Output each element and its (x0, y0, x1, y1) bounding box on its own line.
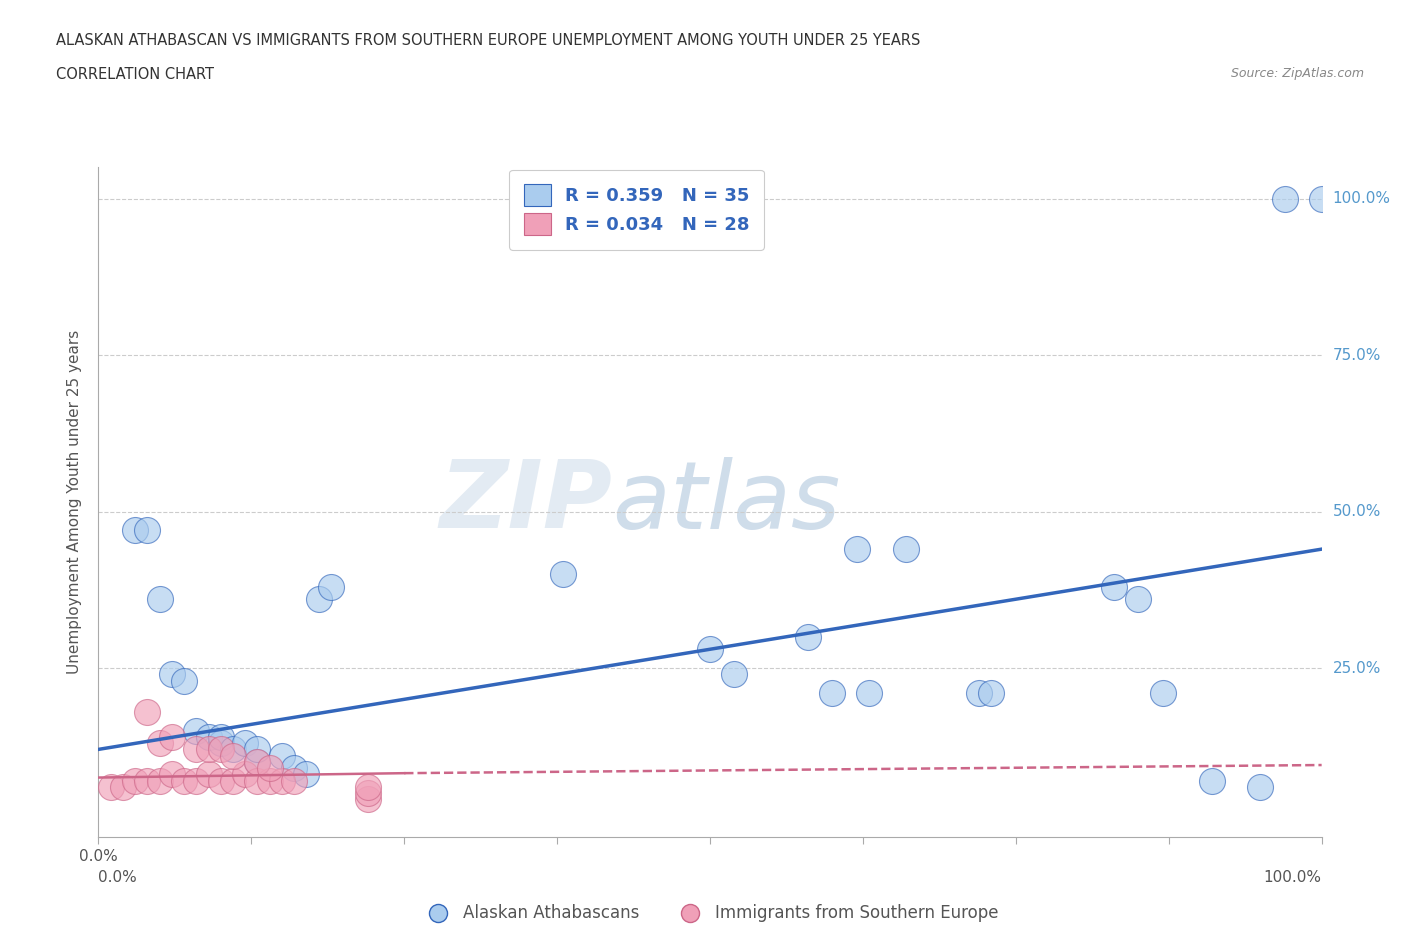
Point (197, 767, 219, 782)
Text: 100.0%: 100.0% (1333, 192, 1391, 206)
Point (233, 767, 256, 782)
Point (136, 704, 159, 719)
Point (197, 729, 219, 744)
Point (1310, 192, 1333, 206)
Point (209, 729, 232, 744)
Point (160, 667, 183, 682)
Text: Source: ZipAtlas.com: Source: ZipAtlas.com (1230, 67, 1364, 80)
Point (845, 541, 868, 556)
Point (222, 773, 245, 788)
Point (980, 685, 1002, 700)
Text: ALASKAN ATHABASCAN VS IMMIGRANTS FROM SOUTHERN EUROPE UNEMPLOYMENT AMONG YOUTH U: ALASKAN ATHABASCAN VS IMMIGRANTS FROM SO… (56, 33, 921, 47)
Point (246, 754, 269, 769)
Point (186, 724, 208, 738)
Point (209, 773, 232, 788)
Point (356, 779, 378, 794)
Point (111, 779, 134, 794)
Point (797, 630, 820, 644)
Text: 0.0%: 0.0% (98, 870, 138, 884)
Point (246, 742, 269, 757)
Point (233, 736, 256, 751)
Point (821, 685, 844, 700)
Point (246, 754, 269, 769)
Text: 75.0%: 75.0% (1333, 348, 1381, 363)
Point (160, 729, 183, 744)
Point (209, 736, 232, 751)
Text: 100.0%: 100.0% (1264, 870, 1322, 884)
Point (967, 685, 990, 700)
Point (259, 773, 281, 788)
Point (858, 685, 880, 700)
Point (173, 673, 195, 688)
Point (186, 742, 208, 757)
Point (270, 749, 294, 764)
Point (136, 523, 159, 538)
Point (222, 742, 245, 757)
Point (553, 566, 575, 581)
Point (270, 773, 294, 788)
Point (209, 742, 232, 757)
Text: 50.0%: 50.0% (1333, 504, 1381, 519)
Point (1201, 773, 1223, 788)
Text: 25.0%: 25.0% (1333, 660, 1381, 675)
Point (259, 761, 281, 776)
Point (1274, 192, 1296, 206)
Point (124, 523, 146, 538)
Point (894, 541, 917, 556)
Point (699, 642, 721, 657)
Point (1128, 591, 1150, 606)
Point (149, 591, 172, 606)
Point (1152, 685, 1174, 700)
Point (124, 773, 146, 788)
Point (283, 761, 305, 776)
Point (100, 779, 122, 794)
Text: CORRELATION CHART: CORRELATION CHART (56, 67, 214, 82)
Point (356, 786, 378, 801)
Point (356, 792, 378, 807)
Point (723, 667, 745, 682)
Point (136, 773, 159, 788)
Point (173, 773, 195, 788)
Point (246, 773, 269, 788)
Y-axis label: Unemployment Among Youth under 25 years: Unemployment Among Youth under 25 years (67, 330, 83, 674)
Legend: Alaskan Athabascans, Immigrants from Southern Europe: Alaskan Athabascans, Immigrants from Sou… (415, 897, 1005, 929)
Point (295, 767, 318, 782)
Point (1249, 779, 1271, 794)
Point (149, 773, 172, 788)
Point (308, 591, 330, 606)
Point (283, 773, 305, 788)
Point (160, 767, 183, 782)
Point (149, 736, 172, 751)
Point (186, 773, 208, 788)
Point (222, 749, 245, 764)
Point (319, 579, 342, 594)
Point (1102, 579, 1125, 594)
Text: atlas: atlas (612, 457, 841, 548)
Text: ZIP: ZIP (439, 457, 612, 548)
Point (197, 742, 219, 757)
